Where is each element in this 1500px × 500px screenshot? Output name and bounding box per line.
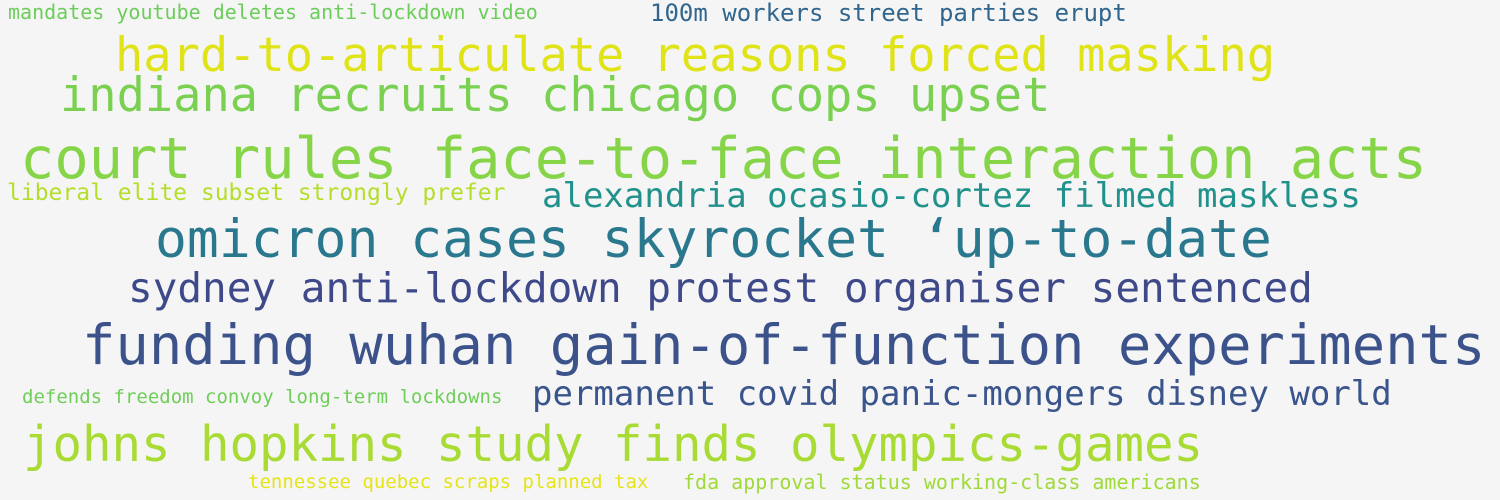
phrase-johns-hopkins: johns hopkins study finds olympics-games [23,416,1204,473]
phrase-funding-wuhan: funding wuhan gain-of-function experimen… [82,313,1486,378]
phrase-alexandria: alexandria ocasio-cortez filmed maskless [542,176,1361,216]
phrase-fda-approval: fda approval status working-class americ… [683,470,1201,494]
phrase-tennessee-quebec: tennessee quebec scraps planned tax [248,471,649,493]
phrase-court-rules: court rules face-to-face interaction act… [20,126,1427,192]
phrase-permanent-covid: permanent covid panic-mongers disney wor… [532,374,1392,414]
phrase-100m-workers: 100m workers street parties erupt [650,0,1127,27]
phrase-indiana-recruits: indiana recruits chicago cops upset [60,68,1051,123]
phrase-defends-freedom: defends freedom convoy long-term lockdow… [22,386,503,408]
phrase-omicron-cases: omicron cases skyrocket ‘up-to-date [155,209,1272,270]
phrase-liberal-elite: liberal elite subset strongly prefer [7,180,506,206]
phrase-sydney-protest: sydney anti-lockdown protest organiser s… [128,264,1313,312]
phrase-hard-to-articulate: hard-to-articulate reasons forced maskin… [115,28,1276,83]
phrase-mandates-youtube: mandates youtube deletes anti-lockdown v… [8,0,538,24]
